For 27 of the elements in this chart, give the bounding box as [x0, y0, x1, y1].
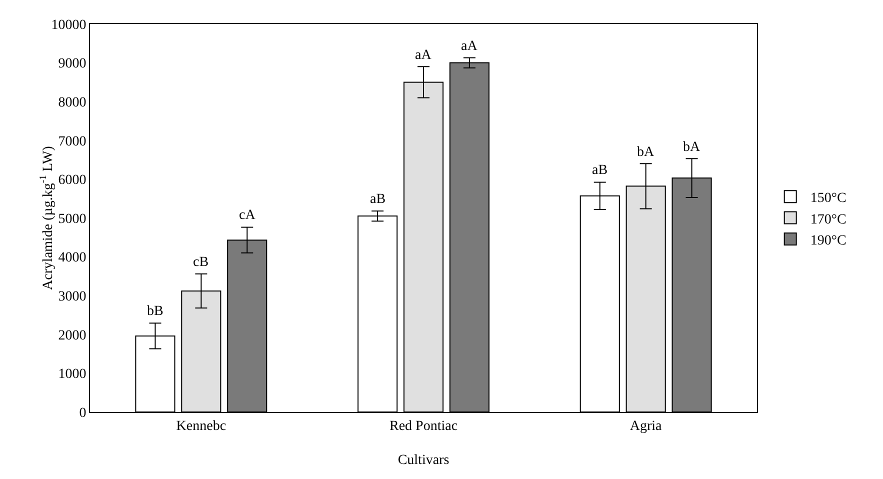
y-tick-label: 4000	[58, 250, 86, 266]
y-tick-label: 2000	[58, 328, 86, 344]
data-label: cB	[193, 255, 209, 270]
y-tick-label: 7000	[58, 134, 86, 150]
data-label: aA	[415, 48, 432, 63]
x-axis-title: Cultivars	[398, 453, 450, 468]
x-tick-label: Agria	[630, 418, 663, 434]
data-label: aB	[370, 192, 386, 207]
x-tick-label: Kennebc	[176, 418, 226, 434]
y-tick-label: 10000	[51, 18, 86, 33]
data-label: aA	[461, 39, 478, 54]
y-tick-label: 3000	[58, 290, 86, 304]
y-tick-label: 5000	[58, 212, 86, 227]
y-tick-label: 6000	[58, 173, 86, 188]
y-tick-label: 8000	[58, 96, 86, 110]
legend-label: 170°C	[810, 212, 846, 228]
x-tick-label: Red Pontiac	[389, 418, 458, 434]
legend-label: 150°C	[810, 191, 846, 206]
y-tick-label: 0	[79, 406, 86, 421]
data-label: bA	[683, 140, 701, 155]
legend-label: 190°C	[810, 233, 846, 248]
data-label: bA	[637, 145, 655, 160]
data-label: bB	[147, 304, 164, 319]
y-tick-label: 9000	[58, 56, 86, 72]
data-label: cA	[239, 208, 256, 223]
y-tick-label: 1000	[58, 367, 86, 382]
data-label: aB	[592, 163, 608, 178]
